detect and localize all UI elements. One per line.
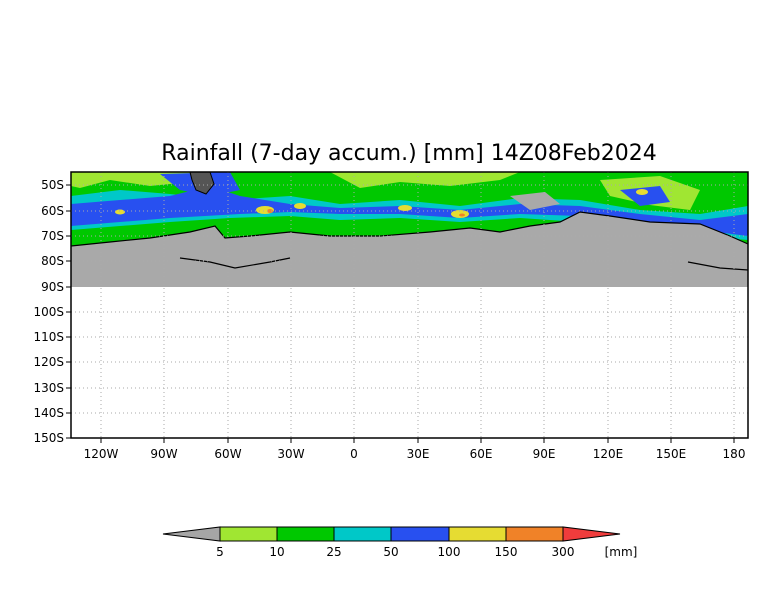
rainfall-field bbox=[71, 172, 748, 287]
longitude-labels: 120W 90W 60W 30W 0 30E 60E 90E 120E 150E… bbox=[84, 447, 746, 461]
lon-label: 120W bbox=[84, 447, 119, 461]
rain-spot-100-150 bbox=[398, 205, 412, 211]
south-america-tip bbox=[189, 172, 215, 195]
map-gridlines bbox=[71, 172, 748, 438]
colorbar-label: 10 bbox=[269, 545, 284, 559]
rain-spot-100-150 bbox=[115, 209, 125, 215]
lat-label: 80S bbox=[41, 254, 64, 268]
colorbar-label: 50 bbox=[383, 545, 398, 559]
lat-label: 150S bbox=[33, 431, 64, 445]
lon-label: 180 bbox=[723, 447, 746, 461]
colorbar-box bbox=[219, 526, 278, 542]
longitude-axis bbox=[100, 438, 735, 443]
map-title: Rainfall (7-day accum.) [mm] 14Z08Feb202… bbox=[161, 141, 656, 166]
lon-label: 60W bbox=[214, 447, 241, 461]
lat-label: 90S bbox=[41, 280, 64, 294]
map-frame bbox=[70, 171, 749, 439]
lat-label: 110S bbox=[33, 330, 64, 344]
lon-label: 90E bbox=[533, 447, 556, 461]
lon-label: 60E bbox=[470, 447, 493, 461]
colorbar-box bbox=[390, 526, 450, 542]
colorbar-label: 300 bbox=[552, 545, 575, 559]
colorbar-label: 100 bbox=[438, 545, 461, 559]
map-panel bbox=[70, 171, 749, 439]
rain-patch-5-10 bbox=[330, 172, 520, 188]
colorbar-box bbox=[505, 526, 564, 542]
lat-label: 140S bbox=[33, 406, 64, 420]
coastline bbox=[71, 211, 748, 247]
lon-label: 30W bbox=[277, 447, 304, 461]
colorbar-label: 25 bbox=[326, 545, 341, 559]
dry-area bbox=[510, 192, 560, 210]
lon-label: 30E bbox=[407, 447, 430, 461]
lat-label: 50S bbox=[41, 178, 64, 192]
lat-label: 100S bbox=[33, 305, 64, 319]
rain-spot-100-150 bbox=[294, 203, 306, 209]
lat-label: 130S bbox=[33, 381, 64, 395]
lat-label: 60S bbox=[41, 204, 64, 218]
rain-band-50-100 bbox=[71, 186, 748, 236]
lon-label: 150E bbox=[656, 447, 687, 461]
lat-label: 120S bbox=[33, 355, 64, 369]
colorbar-label: 5 bbox=[216, 545, 224, 559]
rain-spot-100-150 bbox=[636, 189, 648, 195]
lon-label: 90W bbox=[150, 447, 177, 461]
lon-label: 0 bbox=[350, 447, 358, 461]
colorbar-box bbox=[276, 526, 335, 542]
colorbar-box bbox=[333, 526, 392, 542]
lon-label: 120E bbox=[593, 447, 624, 461]
colorbar-box bbox=[448, 526, 507, 542]
colorbar-under-arrow bbox=[162, 526, 221, 542]
antarctica-land bbox=[71, 212, 748, 287]
rain-spot-150-300 bbox=[267, 209, 273, 213]
rain-spot-150-300 bbox=[459, 213, 465, 217]
colorbar-over-arrow bbox=[562, 526, 621, 542]
ice-shelf-line bbox=[687, 261, 748, 271]
latitude-labels: 50S 60S 70S 80S 90S 100S 110S 120S 130S … bbox=[33, 178, 64, 445]
colorbar-label: 150 bbox=[495, 545, 518, 559]
colorbar-unit: [mm] bbox=[605, 545, 638, 559]
colorbar: 5 10 25 50 100 150 300 [mm] bbox=[162, 526, 638, 559]
latitude-axis bbox=[66, 184, 71, 439]
rain-band-50-100 bbox=[620, 186, 670, 206]
lat-label: 70S bbox=[41, 229, 64, 243]
